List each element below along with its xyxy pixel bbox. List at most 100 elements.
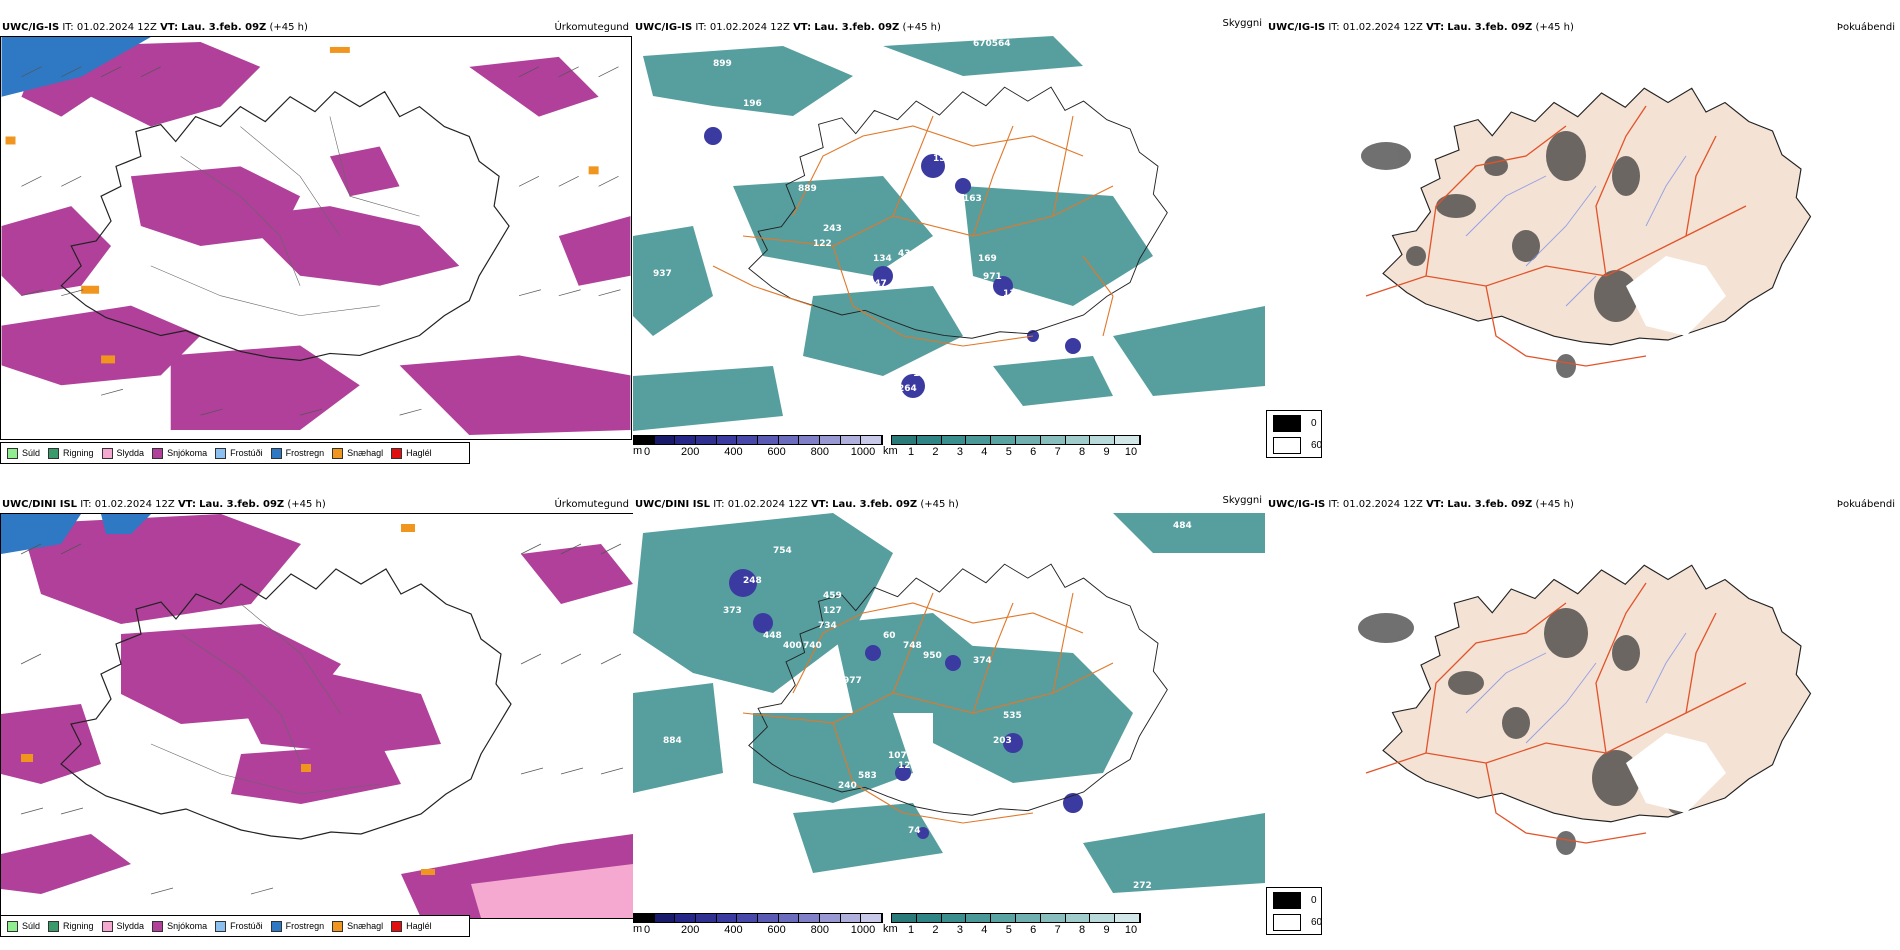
colorbar-tick: 6 xyxy=(1030,446,1037,458)
cloudbase-label: 545 xyxy=(943,781,962,791)
colorbar-segment xyxy=(966,914,992,922)
legend-item: Haglél xyxy=(391,447,432,459)
precip-map xyxy=(0,513,633,919)
cloudbase-label: 111 xyxy=(1003,289,1022,299)
colorbar-segment xyxy=(1040,914,1066,922)
colorbar-segment xyxy=(778,914,800,922)
colorbar-tick: 0 xyxy=(643,446,651,458)
cloudbase-label: 734 xyxy=(818,621,837,631)
colorbar-segment xyxy=(1015,914,1041,922)
legend-swatch xyxy=(48,447,60,459)
cloudbase-unit: m xyxy=(633,923,643,935)
legend-item: Slydda xyxy=(101,920,144,932)
legend-item: Slydda xyxy=(101,447,144,459)
cloudbase-label: 459 xyxy=(823,591,842,601)
colorbar-segment xyxy=(1065,436,1091,444)
cloudbase-label: 484 xyxy=(1173,521,1192,531)
colorbar-segment xyxy=(778,436,800,444)
cloudbase-label: 374 xyxy=(973,656,992,666)
colorbar-tick: 8 xyxy=(1079,446,1086,458)
colorbar-segment xyxy=(861,436,883,444)
panel-visibility-dini: UWC/DINI ISL IT: 01.02.2024 12Z VT: Lau.… xyxy=(633,475,1266,950)
legend-item: Snæhagl xyxy=(332,920,384,932)
legend-label: Frostregn xyxy=(285,448,325,458)
colorbar-segment xyxy=(991,436,1016,444)
cloudbase-label: 196 xyxy=(743,99,762,109)
colorbar-tick: 1 xyxy=(907,446,915,458)
colorbar-segment xyxy=(1115,436,1140,444)
fog-legend-min: 0 xyxy=(1311,418,1317,429)
cloudbase-label: 937 xyxy=(653,269,672,279)
cloudbase-label: 61 xyxy=(928,389,941,399)
cloudbase-label: 243 xyxy=(823,224,842,234)
colorbar-tick: 400 xyxy=(724,924,743,936)
colorbar-tick: 3 xyxy=(956,924,963,936)
colorbar-segment xyxy=(716,914,738,922)
precip-map xyxy=(0,36,632,440)
cloudbase-label: 670 xyxy=(1013,868,1032,878)
colorbar-segment xyxy=(991,914,1016,922)
cloudbase-label: 536 xyxy=(703,119,722,129)
cloudbase-label: 475 xyxy=(738,114,757,124)
colorbar-segment xyxy=(758,436,779,444)
colorbar-segment xyxy=(966,436,992,444)
panel-precip-type-igis: UWC/IG-IS IT: 01.02.2024 12Z VT: Lau. 3.… xyxy=(0,0,633,475)
cloudbase-label: 993 xyxy=(923,521,942,531)
colorbar-tick: 3 xyxy=(956,446,963,458)
colorbar-segment xyxy=(799,436,821,444)
legend-label: Snæhagl xyxy=(347,448,384,458)
cloudbase-label: 294 xyxy=(893,279,912,289)
cloudbase-label: 535 xyxy=(1003,711,1022,721)
cloudbase-label: 163 xyxy=(963,194,982,204)
cloudbase-label: 60 xyxy=(883,631,896,641)
legend-swatch xyxy=(101,920,113,932)
legend-swatch xyxy=(270,920,282,932)
colorbar-segment xyxy=(1015,436,1041,444)
colorbar-tick: 4 xyxy=(981,924,988,936)
legend-swatch xyxy=(152,920,164,932)
visibility-unit: km xyxy=(883,445,898,457)
cloudbase-label: 203 xyxy=(993,736,1012,746)
colorbar-segment xyxy=(1090,914,1116,922)
cloudbase-label: 101 xyxy=(913,369,932,379)
cloudbase-label: 272 xyxy=(1133,881,1152,891)
cloudbase-label: 890 xyxy=(913,731,932,741)
visibility-map: 670564 899 536 196 475 150 163 889 243 122 134 436 2… xyxy=(633,36,1265,436)
colorbar-segment xyxy=(716,436,738,444)
panel-title: UWC/IG-IS IT: 01.02.2024 12Z VT: Lau. 3.… xyxy=(1268,499,1574,510)
colorbar-tick: 800 xyxy=(810,446,829,458)
cloudbase-label: 890 xyxy=(978,874,997,884)
legend-label: Snæhagl xyxy=(347,921,384,931)
panel-title: UWC/DINI ISL IT: 01.02.2024 12Z VT: Lau.… xyxy=(2,499,326,510)
cloudbase-label: 884 xyxy=(663,736,682,746)
cloudbase-unit: m xyxy=(633,445,643,457)
colorbar-tick: 8 xyxy=(1079,924,1086,936)
legend-swatch xyxy=(332,447,344,459)
fog-legend: 0 60 xyxy=(1266,410,1322,458)
colorbar-segment xyxy=(840,436,862,444)
colorbar-tick: 1 xyxy=(907,924,915,936)
cloudbase-label: 240 xyxy=(838,781,857,791)
colorbar-tick: 10 xyxy=(1124,446,1138,458)
cloudbase-label: 971 xyxy=(983,272,1002,282)
colorbar-tick: 200 xyxy=(681,924,700,936)
legend-swatch xyxy=(7,920,18,932)
colorbar-tick: 2 xyxy=(932,446,939,458)
cloudbase-label: 126 xyxy=(898,761,917,771)
colorbar-segment xyxy=(737,914,759,922)
cloudbase-label: 987 xyxy=(663,666,682,676)
visibility-colorbar: 1 2 3 4 5 6 7 8 9 10 xyxy=(891,435,1141,458)
fog-areas xyxy=(1361,131,1686,378)
product-label: Þokuábendi xyxy=(1836,22,1895,33)
legend-label: Rigning xyxy=(63,921,94,931)
cloudbase-label: 899 xyxy=(713,59,732,69)
colorbar-segment xyxy=(1090,436,1116,444)
cloudbase-label: 266 xyxy=(913,766,932,776)
colorbar-segment xyxy=(820,914,841,922)
colorbar-tick: 10 xyxy=(1124,924,1138,936)
colorbar-tick: 5 xyxy=(1005,924,1012,936)
cloudbase-label: 977 xyxy=(843,676,862,686)
colorbar-tick: 6 xyxy=(1030,924,1037,936)
panel-title: UWC/IG-IS IT: 01.02.2024 12Z VT: Lau. 3.… xyxy=(1268,22,1574,33)
colorbar-segment xyxy=(696,436,717,444)
